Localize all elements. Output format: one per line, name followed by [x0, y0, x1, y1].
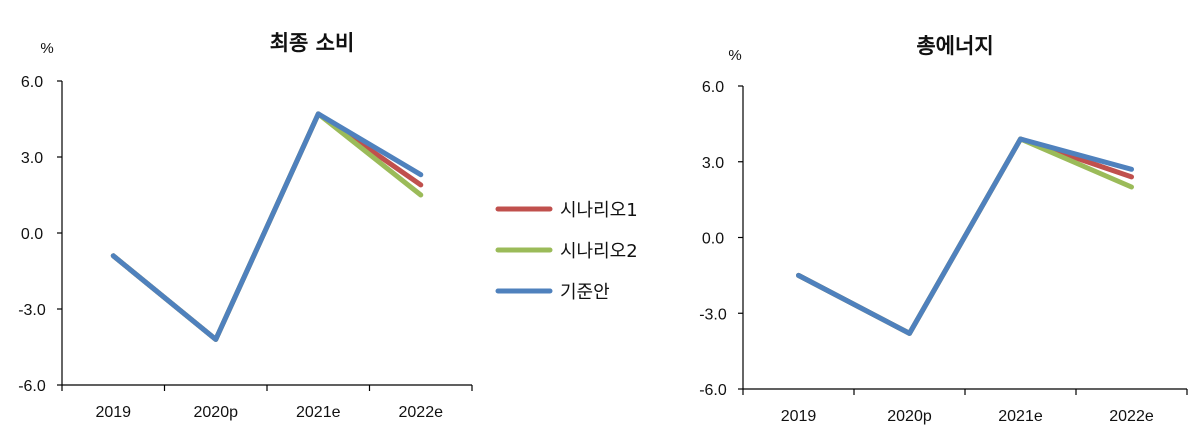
chart2-y-tick-label: -6.0: [699, 382, 727, 399]
chart2-x-tick-label: 2020p: [887, 408, 932, 425]
chart1-y-tick-label: -3.0: [18, 302, 46, 319]
chart1-x-tick-label: 2019: [95, 404, 131, 421]
chart2-x-tick-label: 2022e: [1109, 408, 1154, 425]
legend-label-baseline: 기준안: [560, 282, 610, 303]
chart1-y-tick-label: 0.0: [21, 226, 43, 243]
chart1-x-tick-label: 2021e: [296, 404, 341, 421]
chart1-title: 최종 소비: [270, 31, 355, 55]
chart1-y-tick-label: 6.0: [21, 74, 43, 91]
chart2-y-unit: %: [728, 47, 741, 64]
chart1-x-tick-label: 2022e: [399, 404, 444, 421]
chart2-x-tick-label: 2021e: [998, 408, 1043, 425]
legend-label-scenario2: 시나리오2: [560, 241, 638, 262]
chart1-y-unit: %: [40, 40, 53, 57]
chart2-y-tick-label: 0.0: [702, 231, 724, 248]
chart1-y-tick-label: -6.0: [18, 378, 46, 395]
chart1-x-tick-label: 2020p: [194, 404, 239, 421]
chart2-x-tick-label: 2019: [781, 408, 817, 425]
chart2-y-tick-label: 3.0: [702, 155, 724, 172]
chart2-y-tick-label: 6.0: [702, 79, 724, 96]
legend-label-scenario1: 시나리오1: [560, 200, 638, 221]
chart2-series-baseline-line: [796, 136, 1134, 336]
chart2-title: 총에너지: [916, 34, 993, 58]
chart1-series-baseline-line: [110, 111, 424, 342]
chart1-y-tick-label: 3.0: [21, 150, 43, 167]
chart2-y-tick-label: -3.0: [699, 306, 727, 323]
